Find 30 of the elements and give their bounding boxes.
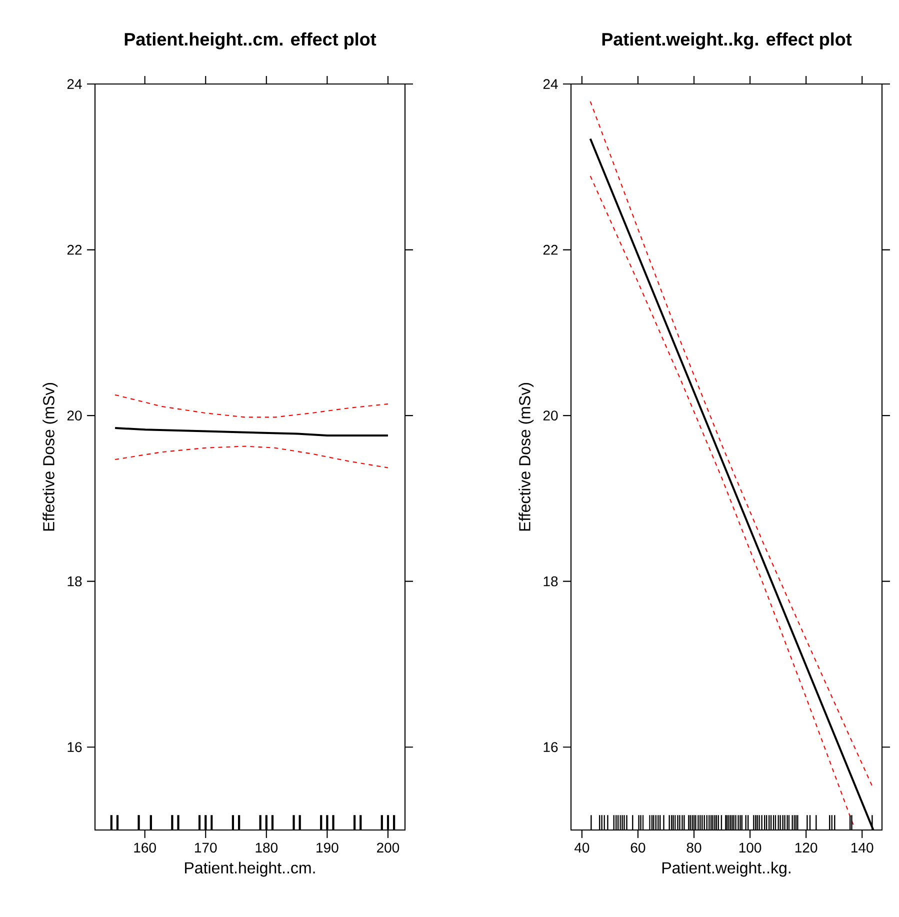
x-tick-label: 40 xyxy=(574,842,590,853)
x-axis-title: Patient.weight..kg. xyxy=(662,862,790,877)
y-tick-label: 18 xyxy=(68,576,82,586)
y-tick-label: 20 xyxy=(67,410,82,421)
line-series xyxy=(114,394,389,418)
y-tick-label: 22 xyxy=(543,244,558,255)
x-tick-label: 180 xyxy=(256,842,278,853)
x-axis-title: Patient.height..cm. xyxy=(185,862,315,877)
x-tick-label: 120 xyxy=(795,842,818,853)
y-axis-title: Effective Dose (mSv) xyxy=(518,383,534,531)
y-tick-label: 24 xyxy=(67,79,82,89)
line-series xyxy=(114,426,389,436)
x-tick-label: 200 xyxy=(377,842,400,853)
x-tick-label: 60 xyxy=(630,842,646,853)
x-tick-label: 160 xyxy=(134,842,156,853)
y-tick-label: 16 xyxy=(68,742,82,752)
y-tick-label: 20 xyxy=(543,410,558,421)
chart-title: Patient.weight..kg. effect plot xyxy=(602,32,852,50)
y-tick-label: 18 xyxy=(544,576,558,586)
line-series xyxy=(114,446,389,468)
x-tick-label: 170 xyxy=(195,842,217,853)
y-axis-title: Effective Dose (mSv) xyxy=(42,383,58,531)
x-tick-label: 140 xyxy=(851,842,874,853)
y-tick-label: 22 xyxy=(67,244,82,255)
chart-title: Patient.height..cm. effect plot xyxy=(124,32,376,50)
x-tick-label: 100 xyxy=(739,842,762,853)
y-tick-label: 24 xyxy=(543,79,558,89)
x-tick-label: 190 xyxy=(316,842,338,853)
x-tick-label: 80 xyxy=(686,842,702,853)
y-tick-label: 16 xyxy=(544,742,558,752)
